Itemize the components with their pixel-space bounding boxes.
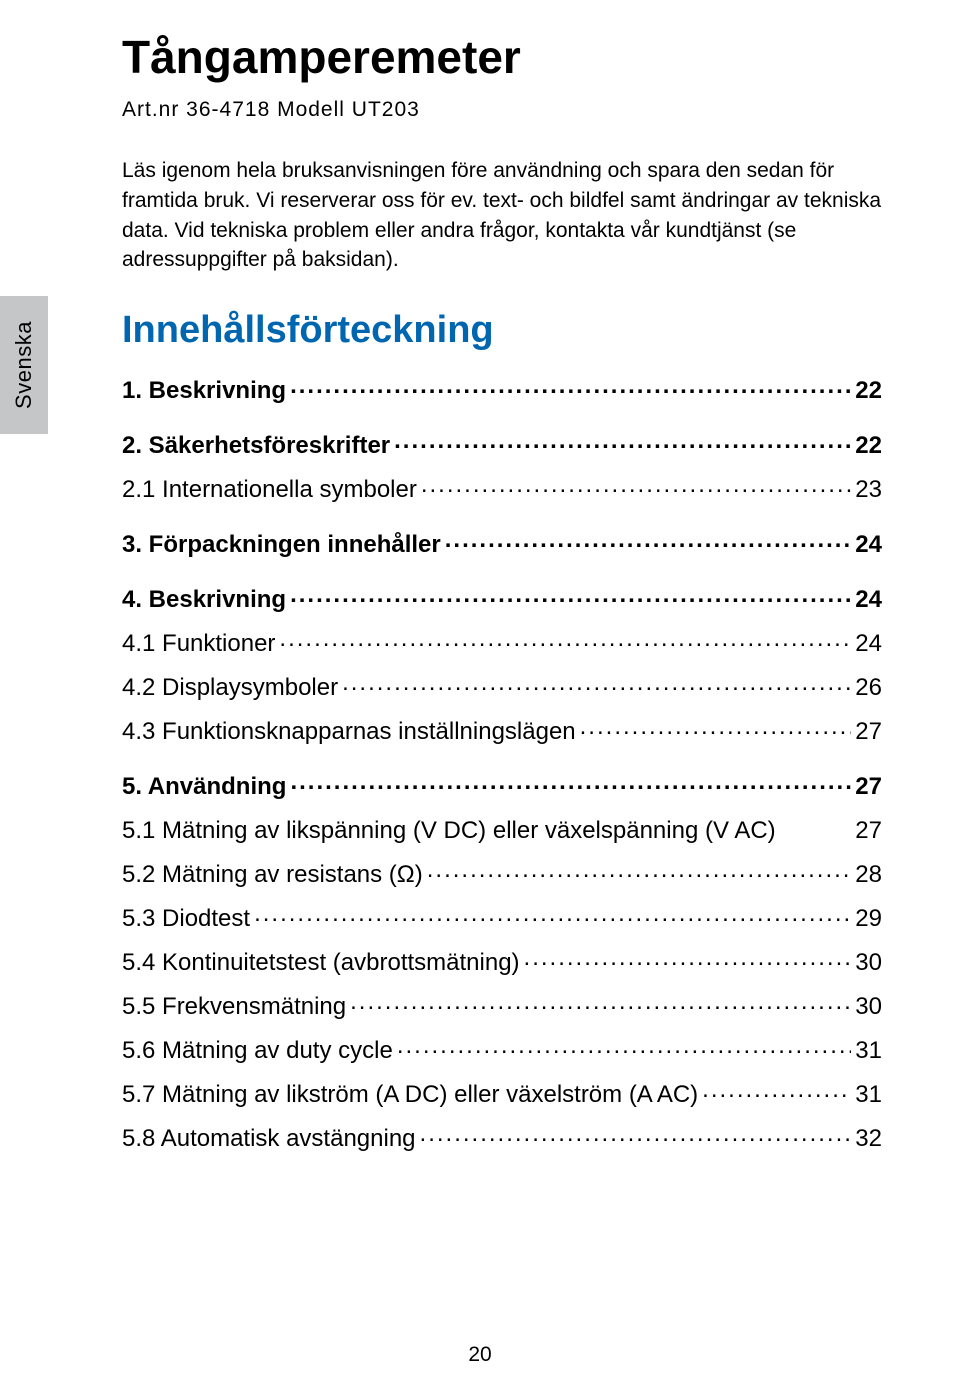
toc-page: 28 — [855, 863, 882, 887]
toc-leader-dots — [397, 1034, 851, 1058]
toc-row: 5. Användning 27 — [122, 770, 882, 799]
toc-label: 4.3 Funktionsknapparnas inställningsläge… — [122, 720, 576, 744]
toc-page: 27 — [855, 775, 882, 799]
toc-leader-dots — [342, 671, 851, 695]
toc-leader-dots — [427, 858, 852, 882]
language-tab: Svenska — [0, 296, 48, 434]
toc-label: 2. Säkerhetsföreskrifter — [122, 434, 390, 458]
toc-label: 5.2 Mätning av resistans (Ω) — [122, 863, 423, 887]
toc-page: 22 — [855, 379, 882, 403]
toc-label: 5.3 Diodtest — [122, 907, 250, 931]
toc-leader-dots — [290, 770, 851, 794]
document-subtitle: Art.nr 36-4718 Modell UT203 — [122, 98, 882, 122]
toc-page: 30 — [855, 951, 882, 975]
toc-row: 4. Beskrivning 24 — [122, 583, 882, 612]
toc-leader-dots — [279, 627, 851, 651]
toc-leader-dots — [421, 473, 851, 497]
toc-page: 30 — [855, 995, 882, 1019]
toc-row: 5.7 Mätning av likström (A DC) eller väx… — [122, 1078, 882, 1107]
toc-leader-dots — [524, 946, 852, 970]
toc-page: 26 — [855, 676, 882, 700]
toc-row: 5.5 Frekvensmätning 30 — [122, 990, 882, 1019]
toc-label: 2.1 Internationella symboler — [122, 478, 417, 502]
toc-container: 1. Beskrivning222. Säkerhetsföreskrifter… — [122, 374, 882, 1151]
toc-page: 27 — [855, 819, 882, 843]
toc-label: 5.4 Kontinuitetstest (avbrottsmätning) — [122, 951, 520, 975]
toc-leader-dots — [394, 429, 851, 453]
intro-paragraph: Läs igenom hela bruksanvisningen före an… — [122, 156, 882, 275]
toc-row: 5.6 Mätning av duty cycle 31 — [122, 1034, 882, 1063]
toc-page: 31 — [855, 1083, 882, 1107]
toc-row: 5.3 Diodtest 29 — [122, 902, 882, 931]
language-tab-label: Svenska — [11, 321, 37, 409]
toc-row: 4.1 Funktioner 24 — [122, 627, 882, 656]
toc-leader-dots — [290, 374, 851, 398]
toc-label: 4. Beskrivning — [122, 588, 286, 612]
toc-label: 5.1 Mätning av likspänning (V DC) eller … — [122, 819, 776, 843]
toc-page: 27 — [855, 720, 882, 744]
toc-page: 29 — [855, 907, 882, 931]
toc-page: 24 — [855, 588, 882, 612]
toc-leader-dots — [290, 583, 851, 607]
toc-row: 4.3 Funktionsknapparnas inställningsläge… — [122, 715, 882, 744]
toc-label: 5. Användning — [122, 775, 286, 799]
toc-label: 3. Förpackningen innehåller — [122, 533, 441, 557]
toc-leader-dots — [702, 1078, 851, 1102]
toc-page: 24 — [855, 533, 882, 557]
toc-row: 5.1 Mätning av likspänning (V DC) eller … — [122, 814, 882, 843]
document-title: Tångamperemeter — [122, 30, 882, 84]
toc-label: 5.6 Mätning av duty cycle — [122, 1039, 393, 1063]
toc-label: 5.8 Automatisk avstängning — [122, 1127, 416, 1151]
toc-leader-dots — [780, 814, 852, 838]
toc-row: 2.1 Internationella symboler 23 — [122, 473, 882, 502]
toc-heading: Innehållsförteckning — [122, 309, 882, 352]
toc-label: 5.5 Frekvensmätning — [122, 995, 346, 1019]
toc-page: 31 — [855, 1039, 882, 1063]
toc-page: 24 — [855, 632, 882, 656]
toc-row: 5.2 Mätning av resistans (Ω) 28 — [122, 858, 882, 887]
toc-label: 5.7 Mätning av likström (A DC) eller väx… — [122, 1083, 698, 1107]
toc-page: 32 — [855, 1127, 882, 1151]
toc-row: 2. Säkerhetsföreskrifter 22 — [122, 429, 882, 458]
toc-row: 5.8 Automatisk avstängning 32 — [122, 1122, 882, 1151]
toc-row: 1. Beskrivning 22 — [122, 374, 882, 403]
page-content: Tångamperemeter Art.nr 36-4718 Modell UT… — [122, 30, 882, 1166]
toc-row: 5.4 Kontinuitetstest (avbrottsmätning) 30 — [122, 946, 882, 975]
toc-leader-dots — [254, 902, 851, 926]
toc-label: 4.2 Displaysymboler — [122, 676, 338, 700]
toc-leader-dots — [445, 528, 852, 552]
toc-row: 4.2 Displaysymboler 26 — [122, 671, 882, 700]
page-number: 20 — [0, 1343, 960, 1367]
toc-leader-dots — [350, 990, 851, 1014]
toc-row: 3. Förpackningen innehåller 24 — [122, 528, 882, 557]
toc-page: 22 — [855, 434, 882, 458]
toc-page: 23 — [855, 478, 882, 502]
toc-label: 1. Beskrivning — [122, 379, 286, 403]
toc-leader-dots — [420, 1122, 852, 1146]
toc-leader-dots — [580, 715, 852, 739]
toc-label: 4.1 Funktioner — [122, 632, 275, 656]
